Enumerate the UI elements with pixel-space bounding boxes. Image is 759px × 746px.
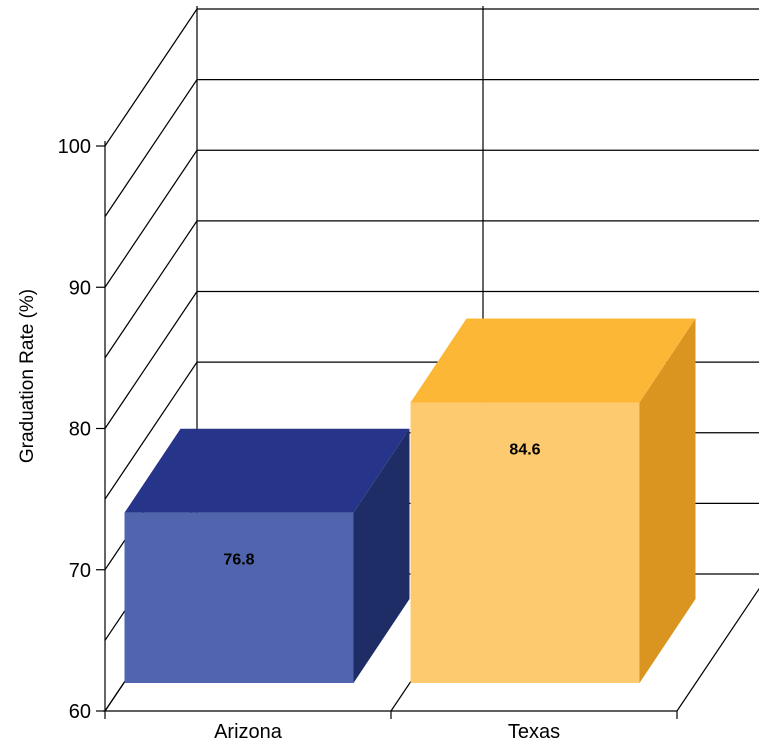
bars	[124, 318, 696, 683]
bar-top	[124, 428, 410, 513]
grid-line	[104, 149, 198, 288]
y-tick-label: 80	[69, 419, 91, 441]
bar-top	[410, 318, 696, 403]
y-tick-label: 100	[58, 136, 91, 158]
y-tick-label: 90	[69, 277, 91, 299]
x-tick-label: Arizona	[214, 721, 283, 743]
bar-value-label: 84.6	[509, 442, 540, 459]
y-tick-label: 60	[69, 701, 91, 723]
bar-front	[124, 512, 354, 683]
y-tick-label: 70	[69, 560, 91, 582]
axes: 60 70 80 90 100 Arizona Texas	[58, 136, 678, 743]
x-tick-label: Texas	[508, 721, 560, 743]
bar-value-label: 76.8	[223, 552, 254, 569]
grid-line	[104, 361, 198, 500]
bar-side	[639, 318, 696, 683]
grid-line	[104, 291, 198, 429]
bar	[410, 318, 696, 683]
grid-line	[104, 79, 198, 217]
grid	[104, 6, 759, 712]
bar	[124, 428, 410, 683]
bar-side	[353, 428, 410, 683]
bar-front	[410, 402, 640, 683]
grid-line	[676, 587, 759, 712]
y-axis-label: Graduation Rate (%)	[17, 289, 38, 463]
grid-line	[104, 220, 198, 359]
labels: Graduation Rate (%) 76.8 84.6	[17, 289, 541, 569]
grid-line	[104, 8, 198, 147]
